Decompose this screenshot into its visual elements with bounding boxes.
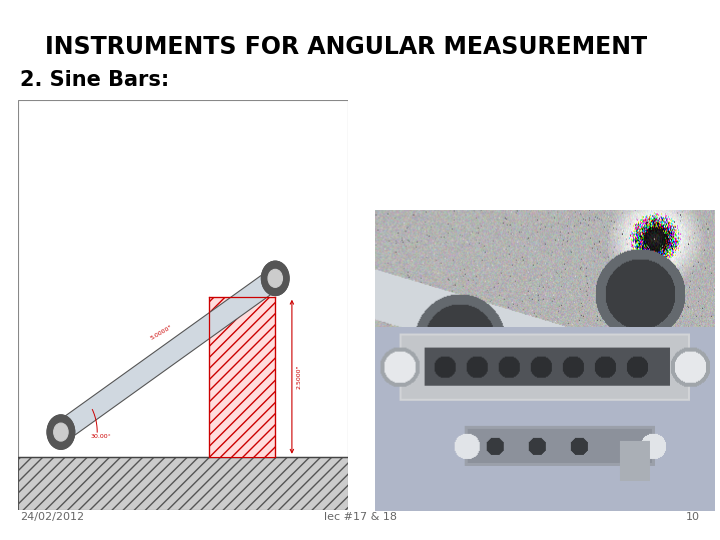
Text: lec #17 & 18: lec #17 & 18	[323, 512, 397, 522]
Text: 2. Sine Bars:: 2. Sine Bars:	[20, 70, 169, 90]
Polygon shape	[56, 268, 280, 442]
Bar	[210, 297, 275, 457]
Text: 24/02/2012: 24/02/2012	[20, 512, 84, 522]
Text: 2.5000": 2.5000"	[297, 364, 302, 389]
Circle shape	[261, 261, 289, 295]
Circle shape	[47, 415, 75, 449]
Text: 30.00°: 30.00°	[91, 434, 112, 439]
Bar	[18, 457, 348, 510]
Circle shape	[53, 423, 68, 441]
Circle shape	[268, 269, 282, 287]
Text: 5.0000": 5.0000"	[150, 325, 174, 341]
Text: 10: 10	[686, 512, 700, 522]
Text: INSTRUMENTS FOR ANGULAR MEASUREMENT: INSTRUMENTS FOR ANGULAR MEASUREMENT	[45, 35, 647, 59]
